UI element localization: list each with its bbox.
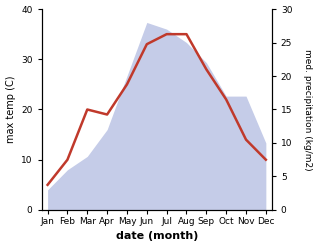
- X-axis label: date (month): date (month): [115, 231, 198, 242]
- Y-axis label: med. precipitation (kg/m2): med. precipitation (kg/m2): [303, 49, 313, 170]
- Y-axis label: max temp (C): max temp (C): [5, 76, 16, 143]
